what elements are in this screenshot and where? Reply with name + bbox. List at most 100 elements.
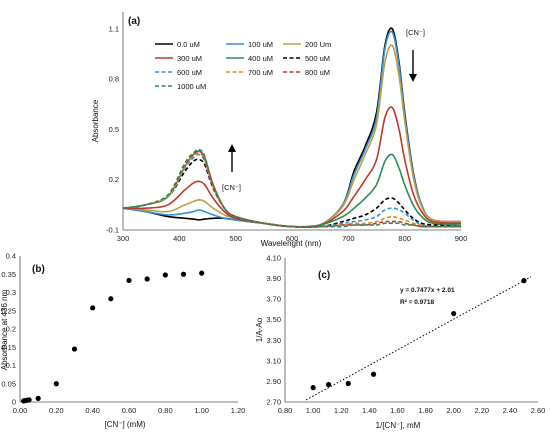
panel-c-x-tick-label: 1.40	[362, 406, 377, 415]
panel-a-x-tick-label: 400	[173, 234, 186, 243]
panel-b-data-point	[180, 271, 187, 277]
panel-b-data-point	[90, 305, 96, 311]
panel-c-x-tick-label: 1.60	[390, 406, 405, 415]
legend-entry: 200 Um	[305, 40, 331, 49]
panel-c-y-tick-label: 4.10	[266, 254, 281, 263]
legend-entry: 400 uM	[248, 54, 273, 63]
panel-c-x-tick-label: 1.20	[334, 406, 349, 415]
legend-entry: 500 uM	[305, 54, 330, 63]
panel-c-ticks: 0.80 1.00 1.20 1.40 1.60 1.80 2.00 2.20 2.40 2.60…	[266, 254, 545, 416]
series-line-400-um	[122, 150, 462, 228]
panel-c-data-point	[370, 371, 377, 377]
arrow-label-bottom: [CN⁻]	[222, 183, 241, 192]
fit-equation: y = 0.7477x + 2.01	[400, 287, 455, 294]
panel-a-ticks: 300 400 500 600 700 800 900 -0.1 0.2 0.5 0.8 1.1	[106, 24, 467, 243]
panel-b-x-tick-label: 0.20	[49, 406, 64, 415]
panel-a-label: (a)	[128, 16, 140, 27]
panel-c-data-point	[325, 381, 332, 388]
panel-c-points	[310, 278, 527, 391]
panel-a-x-label: Wavelenght (nm)	[261, 239, 322, 248]
panel-c-label: (c)	[318, 270, 330, 281]
panel-b: 0.00 0.20 0.40 0.60 0.80 1.00 1.20 0 0.05 0.1 0.15…	[0, 252, 245, 430]
panel-b-y-tick-label: 0.05	[1, 379, 16, 388]
panel-c-data-point	[310, 385, 316, 391]
panel-b-y-tick-label: 0.15	[1, 343, 16, 352]
up-arrow-head	[228, 144, 236, 152]
panel-c-x-tick-label: 2.00	[446, 406, 461, 415]
panel-c-y-tick-label: 3.50	[266, 315, 281, 324]
panel-c-y-tick-label: 2.70	[266, 398, 281, 407]
panel-a-y-tick-label: 0.8	[109, 75, 119, 84]
fit-r-squared: R² = 0.9718	[400, 299, 435, 306]
panel-c-data-point	[521, 278, 527, 284]
panel-c-x-label: 1/[CN⁻], mM	[376, 421, 421, 430]
panel-a-y-label: Absorbance	[91, 99, 100, 142]
panel-c-data-point	[345, 380, 351, 387]
panel-c-y-tick-label: 3.10	[266, 356, 281, 365]
series-line-300-um	[122, 106, 462, 228]
panel-a: 300 400 500 600 700 800 900 -0.1 0.2 0.5 0.8 1.1 (a…	[91, 12, 467, 248]
legend-entry: 300 uM	[177, 54, 202, 63]
panel-a-arrow-up: [CN⁻]	[222, 144, 241, 192]
panel-c-y-tick-label: 3.90	[266, 274, 281, 283]
linear-fit-line	[305, 276, 532, 401]
panel-b-data-point	[144, 276, 150, 282]
panel-a-series-lines	[122, 27, 462, 229]
legend-entry: 100 uM	[248, 40, 273, 49]
panel-c: 0.80 1.00 1.20 1.40 1.60 1.80 2.00 2.20 2.40 2.60…	[255, 254, 545, 431]
panel-c-trendline	[305, 276, 532, 401]
panel-b-y-tick-label: 0.2	[6, 325, 16, 334]
panel-b-x-tick-label: 0.60	[122, 406, 137, 415]
panel-a-x-tick-label: 800	[398, 234, 411, 243]
panel-a-y-tick-label: -0.1	[106, 226, 119, 235]
legend-entry: 800 uM	[305, 68, 330, 77]
panel-b-data-point	[71, 346, 78, 352]
panel-b-y-tick-label: 0.25	[1, 306, 16, 315]
panel-c-y-tick-label: 3.70	[266, 295, 281, 304]
panel-b-x-tick-label: 1.20	[231, 406, 246, 415]
panel-b-x-tick-label: 0.40	[85, 406, 100, 415]
panel-a-x-tick-label: 900	[455, 234, 468, 243]
panel-c-x-tick-label: 2.60	[531, 406, 546, 415]
panel-b-label: (b)	[32, 264, 45, 275]
panel-b-data-point	[108, 296, 114, 302]
legend-entry: 0.0 uM	[177, 40, 200, 49]
panel-b-x-label: [CN⁻] (mM)	[104, 420, 145, 429]
arrow-label-top: [CN⁻]	[406, 28, 425, 37]
panel-c-y-label: 1/A-Ao	[255, 317, 264, 342]
panel-b-y-tick-label: 0.4	[6, 252, 16, 261]
panel-b-data-point	[53, 381, 59, 387]
panel-b-x-tick-label: 0.80	[158, 406, 173, 415]
panel-b-points	[21, 270, 205, 404]
legend-entry: 700 uM	[248, 68, 273, 77]
panel-c-x-tick-label: 2.40	[503, 406, 518, 415]
panel-c-x-tick-label: 0.80	[278, 406, 293, 415]
panel-b-y-tick-label: 0.3	[6, 288, 16, 297]
panel-c-y-tick-label: 2.90	[266, 377, 281, 386]
panel-b-y-label: Absorbance at 436 nm	[0, 289, 9, 370]
panel-b-y-tick-label: 0.35	[1, 270, 16, 279]
panel-a-y-tick-label: 0.5	[109, 125, 119, 134]
panel-c-x-tick-label: 1.00	[306, 406, 321, 415]
panel-b-data-point	[162, 272, 168, 278]
panel-b-ticks: 0.00 0.20 0.40 0.60 0.80 1.00 1.20 0 0.05 0.1 0.15…	[1, 252, 245, 416]
panel-c-y-tick-label: 3.30	[266, 336, 281, 345]
panel-b-y-tick-label: 0	[12, 398, 16, 407]
panel-a-x-tick-label: 300	[117, 234, 130, 243]
legend-entry: 1000 uM	[177, 82, 206, 91]
panel-b-data-point	[35, 395, 41, 401]
panel-c-data-point	[451, 310, 457, 317]
panel-a-x-tick-label: 600	[286, 234, 299, 243]
panel-a-x-tick-label: 700	[342, 234, 355, 243]
panel-a-x-tick-label: 500	[229, 234, 242, 243]
legend-entry: 600 uM	[177, 68, 202, 77]
panel-b-data-point	[126, 277, 132, 284]
panel-b-data-point	[199, 270, 205, 276]
panel-b-x-tick-label: 1.00	[194, 406, 209, 415]
panel-b-x-tick-label: 0.00	[13, 406, 28, 415]
panel-a-arrow-down: [CN⁻]	[406, 28, 425, 82]
down-arrow-head	[409, 74, 417, 82]
panel-b-data-point	[26, 397, 32, 403]
panel-c-x-tick-label: 1.80	[418, 406, 433, 415]
